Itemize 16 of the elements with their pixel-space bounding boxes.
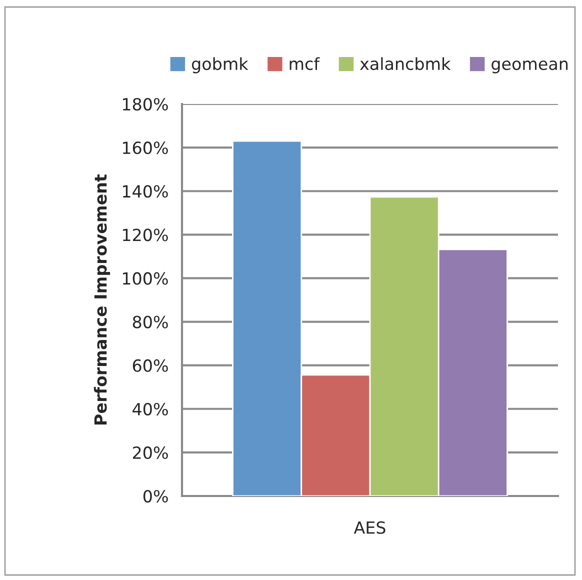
y-tick-label: 80%: [132, 316, 168, 328]
legend-label: geomean: [492, 60, 568, 74]
y-tick-label: 60%: [132, 359, 168, 372]
y-tick-label: 20%: [132, 446, 168, 460]
legend-label: xalancbmk: [360, 57, 451, 70]
y-tick-label: 0%: [143, 490, 168, 503]
y-tick-label: 160%: [122, 142, 168, 154]
legend-label: gobmk: [192, 57, 248, 74]
y-tick-label: 180%: [122, 98, 168, 111]
y-tick-label: 40%: [132, 402, 168, 416]
legend-label: mcf: [290, 57, 320, 70]
y-tick-label: 100%: [122, 272, 168, 285]
y-axis-title: Performance Improvement: [94, 174, 110, 424]
x-tick-label: AES: [354, 521, 386, 534]
y-tick-label: 140%: [122, 185, 168, 198]
y-tick-label: 120%: [122, 228, 168, 242]
